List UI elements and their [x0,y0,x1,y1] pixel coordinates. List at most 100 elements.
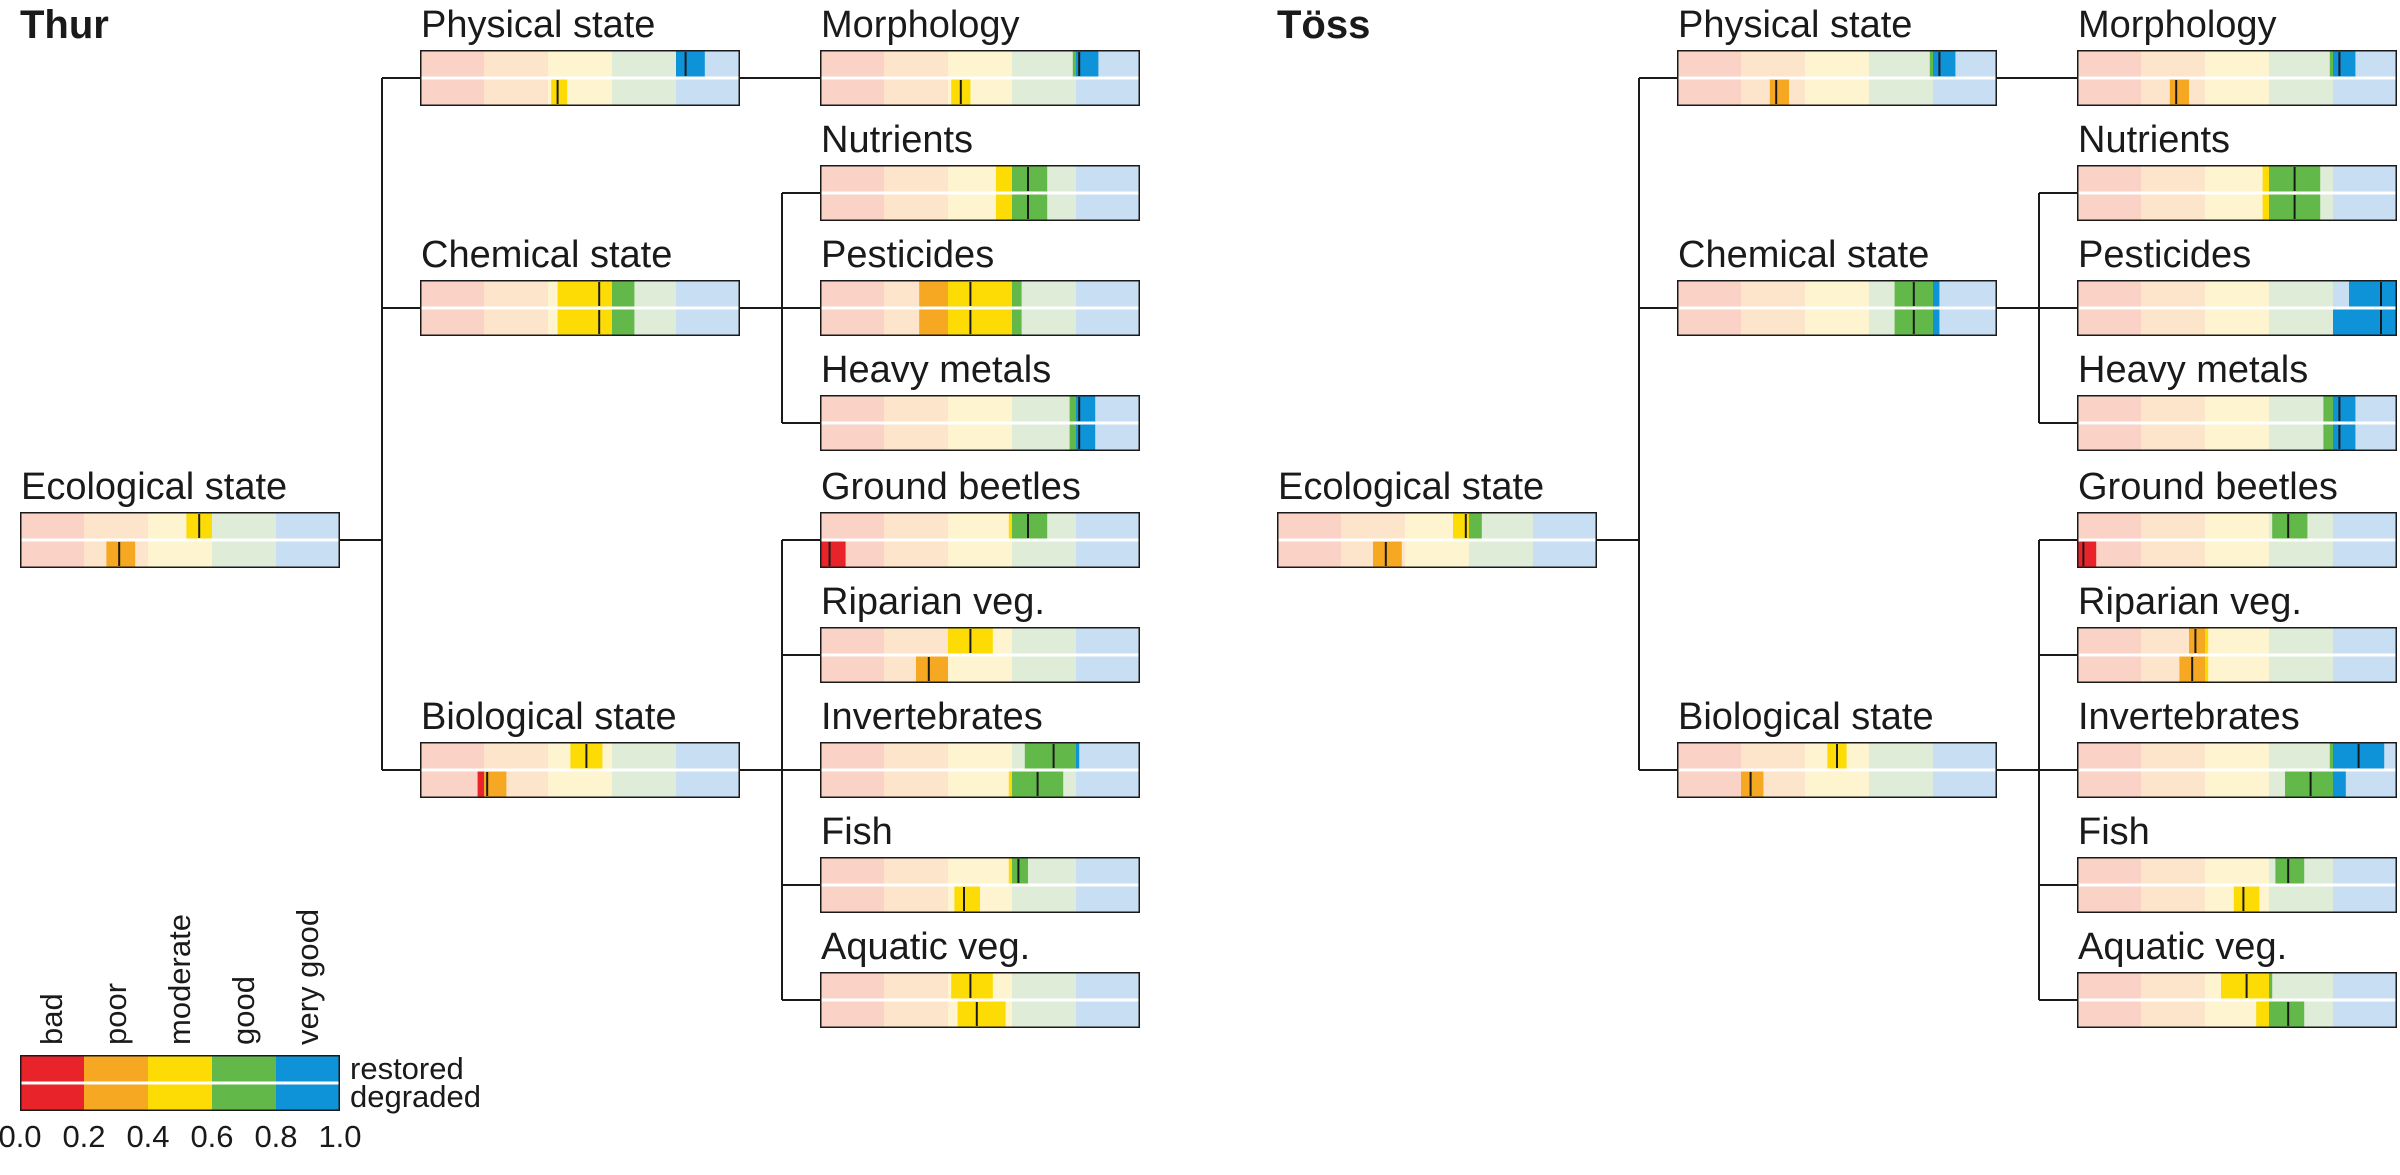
invertebrates-band-1 [2141,742,2205,770]
heavy-metals-band-1 [884,423,948,451]
pesticides-restored-range [1012,280,1022,308]
biological-state-band-0 [1677,770,1741,798]
biological-state-band-4 [676,742,740,770]
invertebrates-outline [2077,742,2397,798]
ecological-state-degraded-range [1373,540,1402,568]
riparian-veg-outline [2077,627,2397,683]
ecological-state-band-0 [20,540,84,568]
aquatic-veg-restored-range [2269,972,2273,1000]
physical-state-band-0 [420,50,484,78]
heavy-metals-band-1 [2141,423,2205,451]
heavy-metals-band-0 [820,423,884,451]
biological-state-band-0 [420,770,484,798]
riparian-veg-restored-range [2205,627,2209,655]
riparian-veg-band-2 [2205,627,2269,655]
ground-beetles-outline [2077,512,2397,568]
nutrients-band-1 [884,165,948,193]
fish-degraded-range [954,885,980,913]
nutrients-label: Nutrients [2078,119,2230,161]
heavy-metals-band-0 [2077,423,2141,451]
morphology-outline [820,50,1140,106]
aquatic-veg-band-4 [2333,972,2397,1000]
aquatic-veg-restored-range [2221,972,2269,1000]
ground-beetles-outline [820,512,1140,568]
pesticides-band-1 [2141,280,2205,308]
legend-category-label: very good [290,909,325,1045]
physical-state-degraded-range [551,78,568,106]
invertebrates-label: Invertebrates [821,696,1043,738]
chemical-state-band-2 [1805,308,1869,336]
ground-beetles-band-2 [2205,540,2269,568]
chemical-state-band-2 [1805,280,1869,308]
aquatic-veg-outline [2077,972,2397,1028]
heavy-metals-degraded-range [2333,423,2356,451]
ecological-state-band-0 [1277,512,1341,540]
fish-band-1 [2141,885,2205,913]
heavy-metals-restored-range [1076,395,1096,423]
morphology-indicator-bar [820,50,1140,106]
aquatic-veg-indicator-bar [820,972,1140,1028]
morphology-indicator-bar [2077,50,2397,106]
invertebrates-indicator-bar [2077,742,2397,798]
biological-state-outline [1677,742,1997,798]
fish-band-3 [1012,885,1076,913]
aquatic-veg-restored-range [951,972,993,1000]
riparian-veg-band-2 [948,655,1012,683]
morphology-band-0 [2077,50,2141,78]
morphology-band-3 [2269,50,2333,78]
biological-state-band-3 [612,770,676,798]
legend-swatch [276,1083,340,1111]
nutrients-outline [820,165,1140,221]
invertebrates-outline [820,742,1140,798]
riparian-veg-label: Riparian veg. [2078,581,2302,623]
morphology-band-3 [1012,50,1076,78]
biological-state-band-3 [612,742,676,770]
biological-state-band-0 [1677,742,1741,770]
fish-band-4 [2333,857,2397,885]
biological-state-band-2 [548,770,612,798]
pesticides-band-1 [2141,308,2205,336]
legend-swatch [148,1055,212,1083]
invertebrates-band-4 [1076,770,1140,798]
ecological-state-band-1 [1341,512,1405,540]
ecological-state-indicator-bar [20,512,340,568]
pesticides-outline [820,280,1140,336]
biological-state-band-4 [1933,770,1997,798]
fish-band-0 [2077,857,2141,885]
chemical-state-outline [1677,280,1997,336]
ecological-state-band-4 [1533,512,1597,540]
aquatic-veg-band-1 [2141,1000,2205,1028]
chemical-state-outline [420,280,740,336]
morphology-band-0 [820,78,884,106]
physical-state-restored-range [1929,50,1933,78]
heavy-metals-band-2 [948,423,1012,451]
morphology-label: Morphology [2078,4,2277,46]
physical-state-restored-range [676,50,705,78]
riparian-veg-band-3 [2269,655,2333,683]
nutrients-band-4 [2333,165,2397,193]
color-scale-legend: bad poor moderate good very good restoreddegr… [0,909,481,1154]
biological-state-band-0 [420,742,484,770]
panel-title: Thur [20,3,109,47]
riparian-veg-band-0 [2077,627,2141,655]
physical-state-label: Physical state [1678,4,1912,46]
biological-state-band-4 [1933,742,1997,770]
ground-beetles-band-2 [948,540,1012,568]
pesticides-band-0 [820,280,884,308]
heavy-metals-outline [2077,395,2397,451]
legend-swatch [84,1055,148,1083]
pesticides-degraded-range [919,308,948,336]
biological-state-band-2 [1805,770,1869,798]
heavy-metals-band-2 [2205,395,2269,423]
physical-state-band-4 [676,78,740,106]
biological-state-band-1 [484,742,548,770]
pesticides-band-4 [1076,280,1140,308]
pesticides-restored-range [948,280,1012,308]
heavy-metals-indicator-bar [820,395,1140,451]
morphology-restored-range [2333,50,2356,78]
morphology-band-2 [948,50,1012,78]
riparian-veg-band-1 [884,627,948,655]
riparian-veg-band-2 [2205,655,2269,683]
ground-beetles-band-1 [884,540,948,568]
heavy-metals-degraded-range [1069,423,1076,451]
